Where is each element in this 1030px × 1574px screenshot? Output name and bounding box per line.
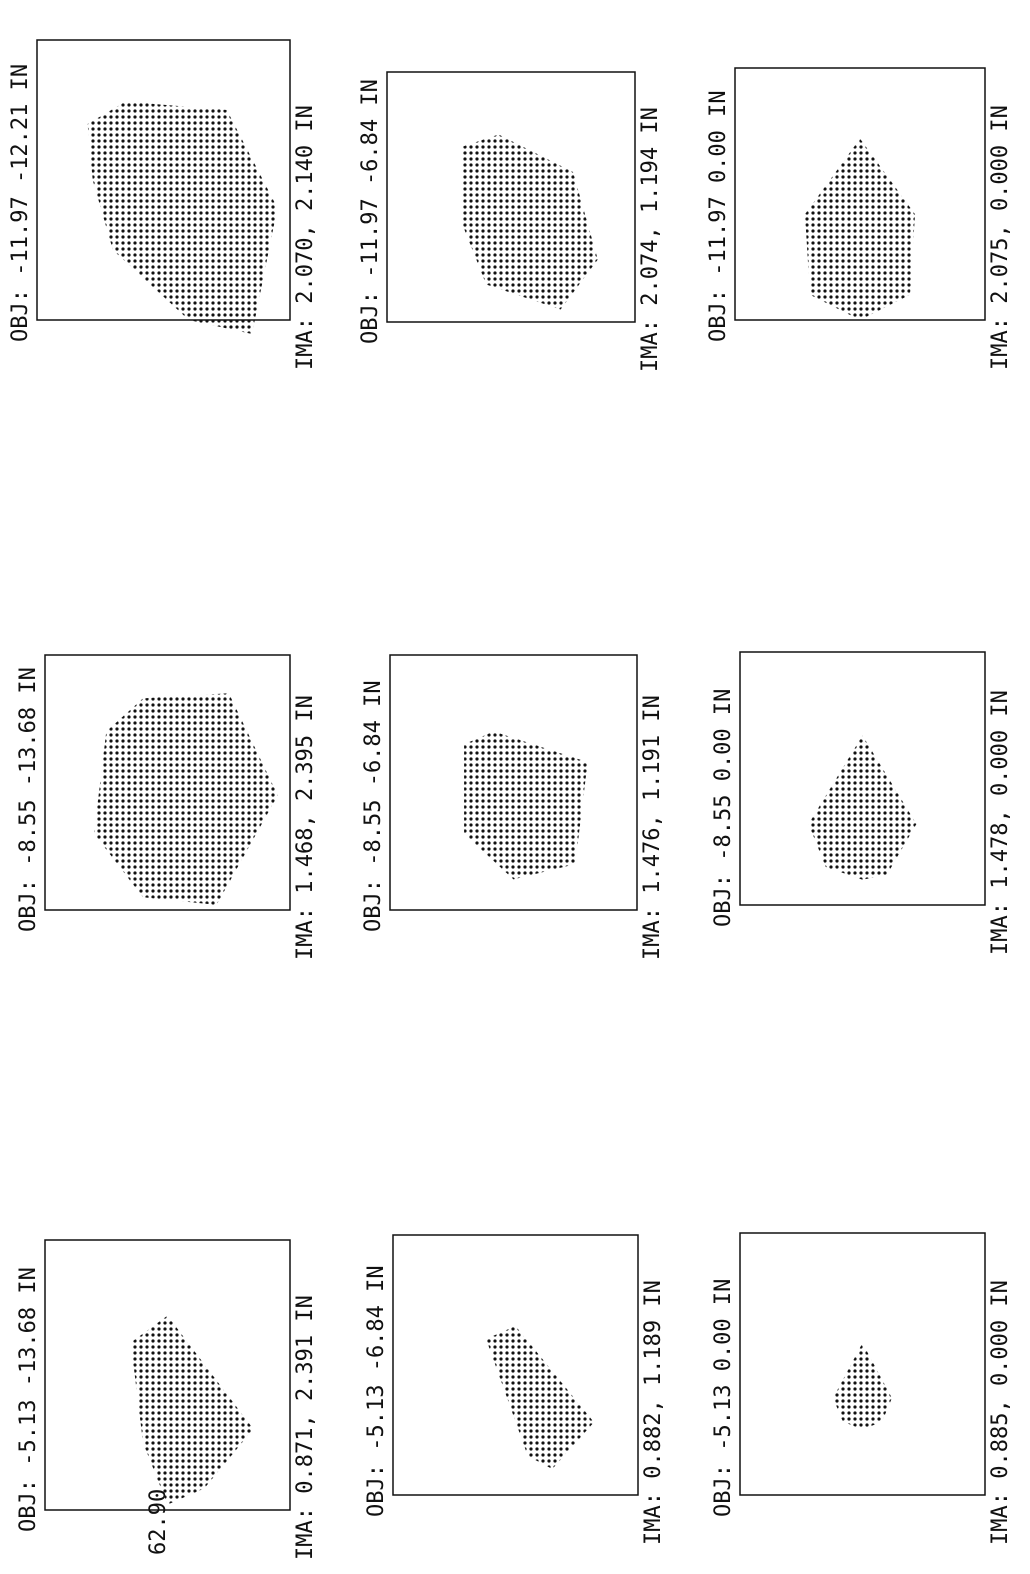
object-label: OBJ: -8.55 0.00 IN xyxy=(711,689,736,927)
spot-pattern xyxy=(131,1316,254,1505)
spot-pattern xyxy=(464,732,587,880)
spot-pattern xyxy=(809,736,917,880)
object-label: OBJ: -5.13 0.00 IN xyxy=(711,1279,736,1517)
image-label: IMA: 0.885, 0.000 IN xyxy=(988,1280,1013,1545)
spot-panel: OBJ: -11.97 0.00 IN IMA: 2.075, 0.000 IN xyxy=(706,68,1013,370)
image-label: IMA: 2.075, 0.000 IN xyxy=(988,105,1013,370)
spot-pattern xyxy=(88,102,278,334)
spot-panel: OBJ: -5.13 0.00 IN IMA: 0.885, 0.000 IN xyxy=(711,1233,1013,1545)
spot-panel: OBJ: -11.97 -6.84 IN IMA: 2.074, 1.194 IN xyxy=(358,72,663,372)
object-label: OBJ: -5.13 -6.84 IN xyxy=(364,1265,389,1517)
spot-pattern xyxy=(461,135,597,310)
spot-panel: OBJ: -8.55 0.00 IN IMA: 1.478, 0.000 IN xyxy=(711,652,1013,955)
image-label: IMA: 1.468, 2.395 IN xyxy=(293,695,318,960)
spot-pattern xyxy=(833,1343,892,1430)
object-label: OBJ: -11.97 0.00 IN xyxy=(706,90,731,342)
image-label: IMA: 0.871, 2.391 IN xyxy=(293,1295,318,1560)
page: 62.90 OBJ: -11.97 -12.21 INIMA: 2.070, 2… xyxy=(0,0,1030,1574)
image-label: IMA: 2.074, 1.194 IN xyxy=(638,107,663,372)
image-label: IMA: 2.070, 2.140 IN xyxy=(293,105,318,370)
object-label: OBJ: -8.55 -6.84 IN xyxy=(361,680,386,932)
spot-panel: OBJ: -11.97 -12.21 IN IMA: 2.070, 2.140 I… xyxy=(8,40,318,370)
image-label: IMA: 1.478, 0.000 IN xyxy=(988,690,1013,955)
spot-pattern xyxy=(94,693,278,905)
spot-pattern xyxy=(486,1326,594,1469)
spot-panel: OBJ: -8.55 -6.84 IN IMA: 1.476, 1.191 IN xyxy=(361,655,665,960)
image-label: IMA: 1.476, 1.191 IN xyxy=(640,695,665,960)
object-label: OBJ: -8.55 -13.68 IN xyxy=(16,667,41,932)
image-label: IMA: 0.882, 1.189 IN xyxy=(641,1280,666,1545)
object-label: OBJ: -11.97 -12.21 IN xyxy=(8,64,33,342)
object-label: OBJ: -5.13 -13.68 IN xyxy=(16,1267,41,1532)
spot-panel: OBJ: -5.13 -6.84 IN IMA: 0.882, 1.189 IN xyxy=(364,1235,666,1545)
object-label: OBJ: -11.97 -6.84 IN xyxy=(358,79,383,344)
spot-pattern xyxy=(805,139,915,320)
spot-panel: OBJ: -8.55 -13.68 IN IMA: 1.468, 2.395 IN xyxy=(16,655,318,960)
